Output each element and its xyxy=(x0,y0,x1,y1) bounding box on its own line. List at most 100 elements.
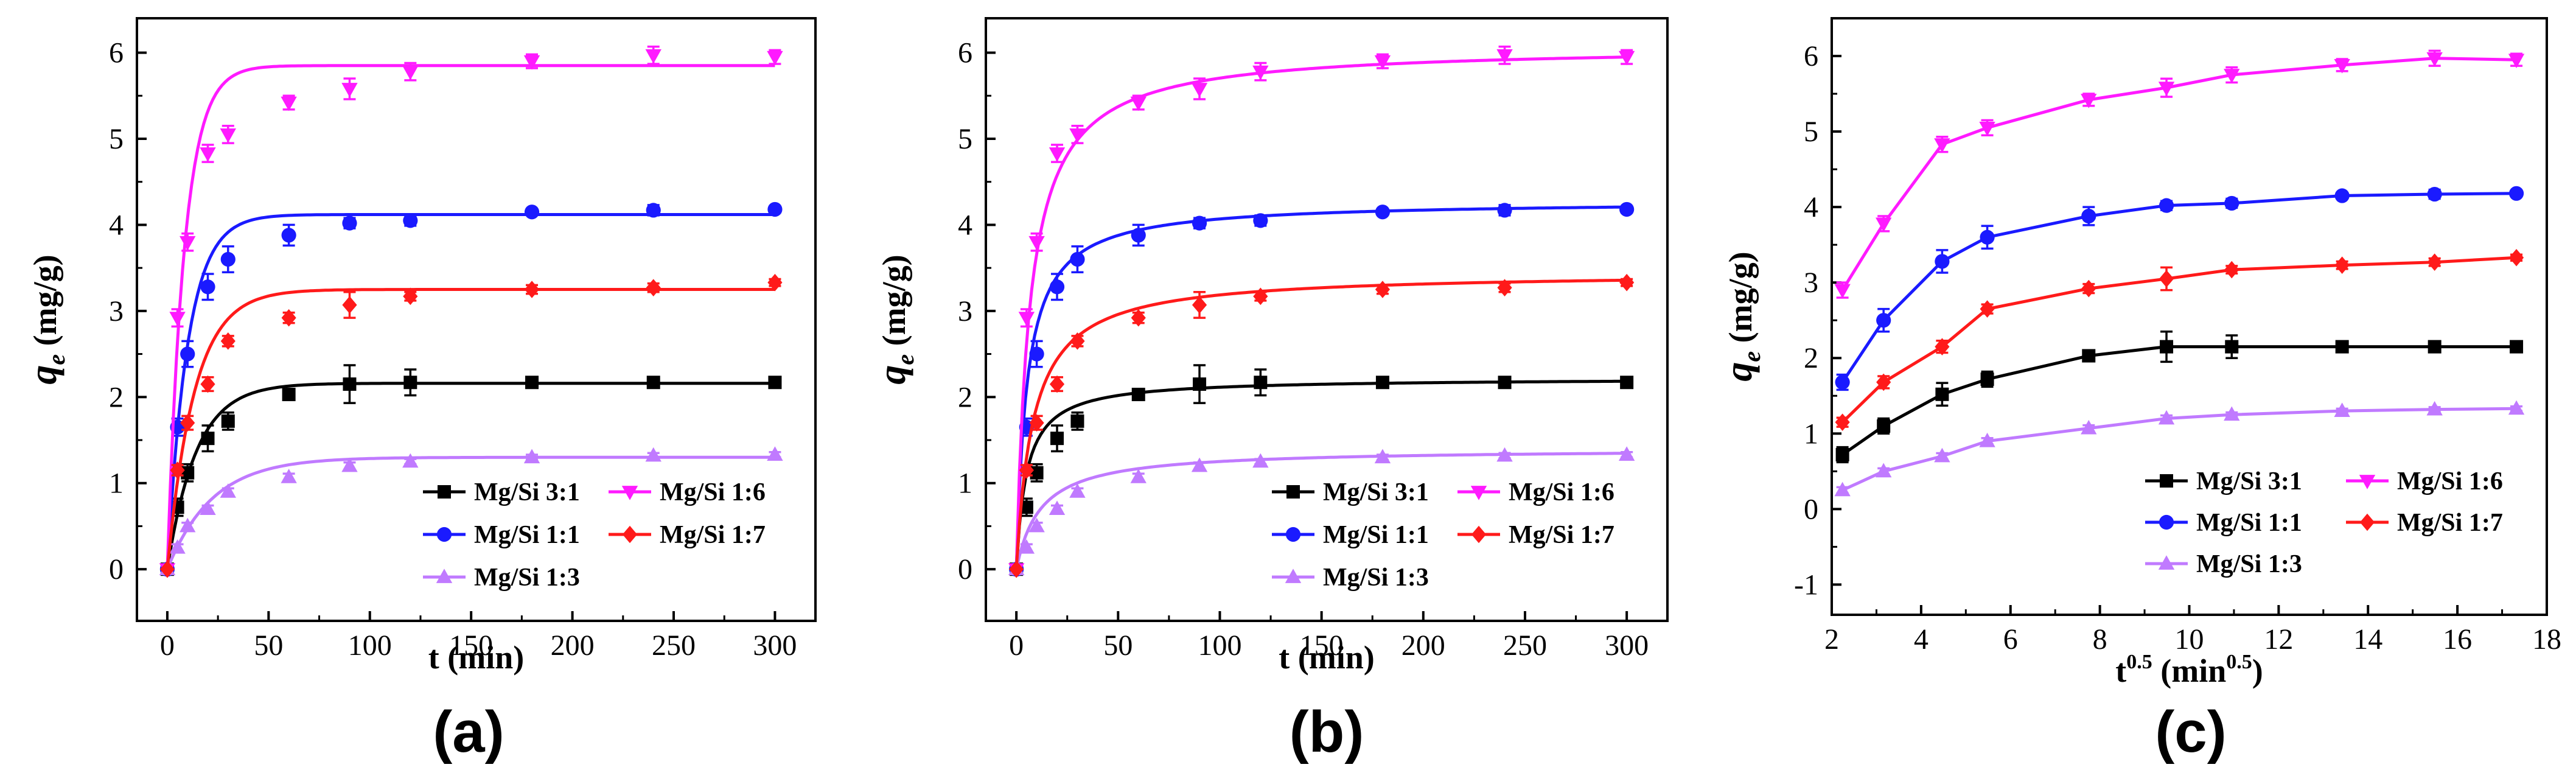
data-point xyxy=(2427,253,2442,271)
data-point xyxy=(402,65,419,80)
data-point xyxy=(1192,215,1207,231)
data-point xyxy=(2159,270,2174,288)
data-point xyxy=(2426,52,2443,67)
data-point xyxy=(180,346,195,362)
x-tick-label: 150 xyxy=(1300,629,1344,662)
series-mg-si-1-7 xyxy=(1009,273,1635,578)
legend-marker xyxy=(2158,555,2175,570)
series-mg-si-3-1 xyxy=(1010,364,1634,576)
data-point xyxy=(403,376,417,390)
data-point xyxy=(2508,248,2524,267)
data-point xyxy=(1876,313,1891,328)
data-point xyxy=(1497,203,1512,218)
data-point xyxy=(1131,228,1146,243)
y-tick-label: 1 xyxy=(958,467,972,500)
data-point xyxy=(1130,96,1147,111)
legend-label: Mg/Si 3:1 xyxy=(2196,467,2302,495)
data-point xyxy=(645,447,661,462)
x-tick-label: 300 xyxy=(753,629,797,662)
data-point xyxy=(1253,287,1268,306)
series-line xyxy=(1014,379,1627,570)
data-point xyxy=(1618,446,1635,461)
data-point xyxy=(1619,201,1635,217)
data-point xyxy=(646,279,661,296)
data-point xyxy=(2334,402,2350,417)
data-point xyxy=(200,279,215,295)
legend: Mg/Si 3:1 Mg/Si 1:6 Mg/Si 1:1 Mg/Si 1:7 Mg/S… xyxy=(1272,478,1614,592)
x-tick-label: 14 xyxy=(2353,623,2382,656)
data-point xyxy=(1050,432,1064,446)
x-axis-title: t (min) xyxy=(1279,639,1374,676)
legend-marker xyxy=(1285,527,1301,542)
data-point xyxy=(1029,346,1044,362)
legend-marker xyxy=(436,569,453,583)
data-point xyxy=(341,457,358,472)
data-point xyxy=(1934,138,1950,153)
data-point xyxy=(1875,217,1892,233)
data-point xyxy=(2224,69,2240,83)
data-point xyxy=(2508,54,2525,68)
data-point xyxy=(1070,332,1085,350)
y-tick-label: 5 xyxy=(958,123,972,155)
data-point xyxy=(1070,251,1085,267)
legend-marker xyxy=(1286,485,1300,499)
data-point xyxy=(1049,500,1066,516)
x-tick-label: 50 xyxy=(1103,629,1133,662)
data-point xyxy=(403,287,418,306)
data-point xyxy=(2334,188,2350,203)
data-point xyxy=(200,500,216,516)
data-point xyxy=(281,228,296,243)
data-point xyxy=(2081,279,2096,298)
data-point xyxy=(1030,466,1044,480)
data-point xyxy=(282,388,296,402)
legend: Mg/Si 3:1 Mg/Si 1:6 Mg/Si 1:1 Mg/Si 1:7 Mg/S… xyxy=(2145,467,2503,578)
data-point xyxy=(1192,296,1207,314)
panel-label: (c) xyxy=(2155,699,2226,765)
data-point xyxy=(1374,55,1391,70)
y-tick-label: 3 xyxy=(1804,267,1818,299)
series-line xyxy=(1841,407,2517,492)
legend-label: Mg/Si 1:6 xyxy=(660,478,766,506)
data-point xyxy=(2510,340,2524,354)
data-point xyxy=(1131,309,1146,327)
series-mg-si-1-1 xyxy=(1835,186,2524,391)
data-point xyxy=(767,446,783,461)
x-tick-label: 16 xyxy=(2443,623,2472,656)
y-tick-label: 3 xyxy=(958,295,972,327)
y-axis-title: qe (mg/g) xyxy=(21,254,70,384)
legend-marker xyxy=(621,486,638,500)
data-point xyxy=(1618,51,1635,66)
legend-marker xyxy=(438,485,451,499)
series-mg-si-1-6 xyxy=(1008,45,1635,578)
data-point xyxy=(1980,300,1995,318)
data-point xyxy=(180,414,195,432)
data-point xyxy=(1876,373,1891,391)
data-point xyxy=(1497,279,1512,296)
data-point xyxy=(180,236,196,251)
data-point xyxy=(767,201,783,217)
data-point xyxy=(2428,340,2442,354)
data-point xyxy=(1980,372,1994,386)
data-point xyxy=(2082,349,2096,363)
data-point xyxy=(525,376,539,390)
data-point xyxy=(181,466,195,480)
y-axis-title: qe (mg/g) xyxy=(870,254,919,384)
data-point xyxy=(1835,448,1849,462)
legend-label: Mg/Si 1:7 xyxy=(660,521,766,549)
series-line xyxy=(1014,205,1627,570)
data-point xyxy=(767,51,783,66)
y-tick-label: 6 xyxy=(109,37,124,69)
series-mg-si-1-1 xyxy=(1009,201,1635,577)
data-point xyxy=(2225,340,2239,354)
data-point xyxy=(1130,469,1147,483)
data-point xyxy=(1834,481,1851,497)
legend-label: Mg/Si 1:1 xyxy=(474,521,580,549)
data-point xyxy=(220,128,236,143)
legend-label: Mg/Si 1:6 xyxy=(1509,478,1614,506)
y-tick-label: 5 xyxy=(109,123,124,155)
x-tick-label: 50 xyxy=(254,629,283,662)
series-mg-si-1-6 xyxy=(1834,49,2525,299)
data-point xyxy=(768,376,782,390)
series-line xyxy=(166,455,775,570)
